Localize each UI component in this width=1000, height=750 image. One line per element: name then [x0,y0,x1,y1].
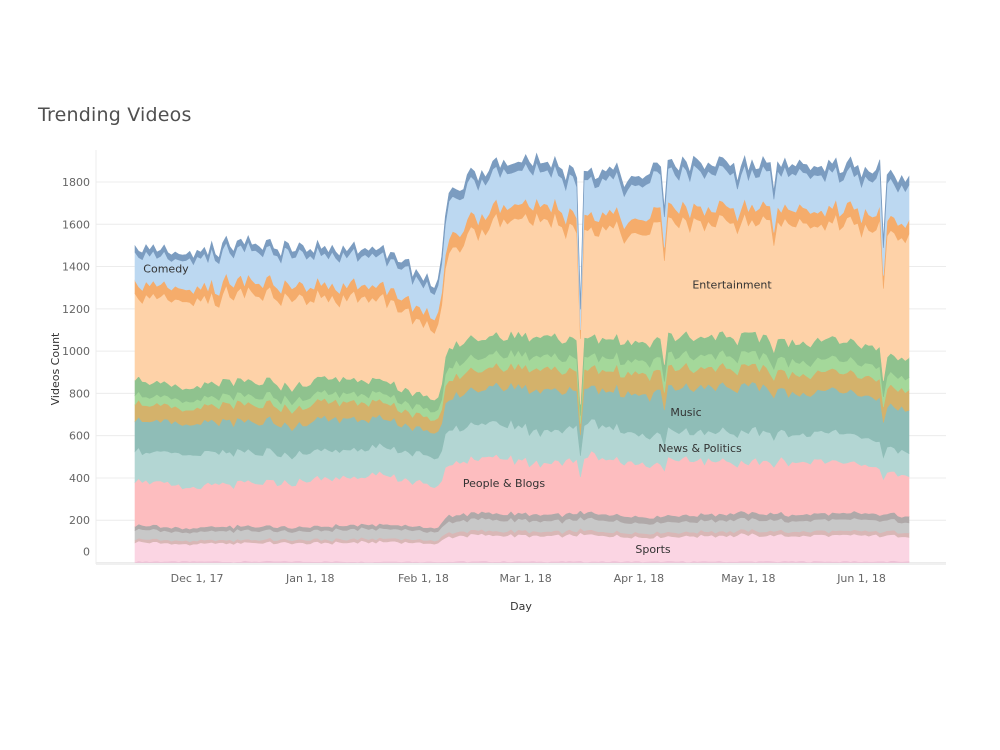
series-label: Sports [635,543,671,556]
series-label: Music [670,406,701,419]
y-tick-label: 600 [69,430,90,443]
y-tick-label: 1400 [62,261,90,274]
x-tick-label: Mar 1, 18 [500,572,552,585]
y-tick-label: 400 [69,472,90,485]
x-tick-label: Feb 1, 18 [398,572,449,585]
y-tick-label: 200 [69,514,90,527]
y-axis-ticks: 0 200 400 600 800 1000 1200 1400 1600 1800 [62,176,90,559]
area-series-14 [134,152,910,310]
y-tick-label: 0 [83,546,90,559]
y-tick-label: 1600 [62,218,90,231]
x-tick-label: Apr 1, 18 [614,572,665,585]
x-axis-ticks: Dec 1, 17 Jan 1, 18 Feb 1, 18 Mar 1, 18 Apr … [171,572,886,585]
series-label: News & Politics [658,442,742,455]
y-tick-label: 800 [69,387,90,400]
chart-title: Trending Videos [38,104,192,126]
y-axis-label: Videos Count [49,332,62,405]
x-tick-label: May 1, 18 [721,572,775,585]
area-series [134,152,910,563]
series-label: Entertainment [692,279,772,292]
x-tick-label: Jan 1, 18 [285,572,334,585]
series-labels: Sports People & Blogs News & Politics Music… [143,263,772,557]
y-tick-label: 1200 [62,303,90,316]
x-axis-label: Day [510,600,532,613]
y-tick-label: 1800 [62,176,90,189]
x-tick-label: Dec 1, 17 [171,572,224,585]
x-tick-label: Jun 1, 18 [836,572,886,585]
series-label: Comedy [143,263,189,276]
series-label: People & Blogs [463,477,545,490]
y-tick-label: 1000 [62,345,90,358]
